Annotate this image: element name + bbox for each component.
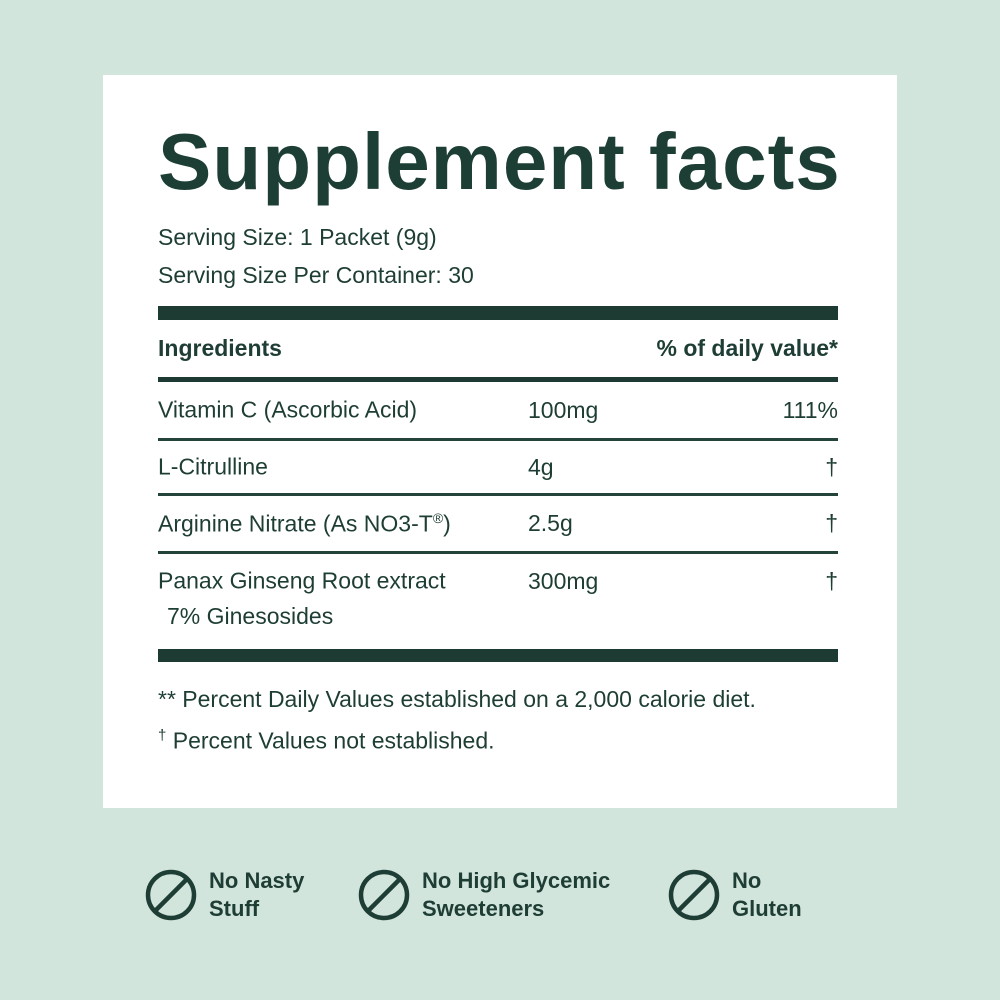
footnote-daily-values: ** Percent Daily Values established on a… [158,684,838,714]
ingredient-name-end: ) [443,510,451,537]
ingredient-name-text: L-Citrulline [158,453,268,480]
ingredients-header-label: Ingredients [158,335,282,361]
badge-label: No Gluten [732,867,802,923]
ingredient-amount: 100mg [528,396,599,423]
ingredient-amount: 300mg [528,567,599,594]
ingredient-row-l-citrulline: L-Citrulline 4g † [158,441,838,496]
ingredient-name: Vitamin C (Ascorbic Acid) [158,396,528,424]
badges-row: No Nasty Stuff No High Glycemic Sweetene… [0,867,1000,947]
ingredient-name-text: Panax Ginseng Root extract [158,567,446,594]
badge-label-line1: No [732,868,762,893]
ingredient-row-arginine-nitrate: Arginine Nitrate (As NO3-T®) 2.5g † [158,496,838,554]
no-circle-slash-icon [358,869,410,921]
thick-divider-bottom [158,649,838,662]
ingredient-daily-value: † [825,510,838,536]
ingredient-name: Arginine Nitrate (As NO3-T®) [158,510,528,538]
ingredient-name-text: Arginine Nitrate (As NO3-T [158,510,433,537]
supplement-card: Supplement facts Serving Size: 1 Packet … [103,75,897,808]
ingredient-amount: 4g [528,453,554,480]
badge-no-gluten: No Gluten [668,867,802,923]
no-circle-slash-icon [668,869,720,921]
ingredient-row-panax-ginseng: Panax Ginseng Root extract 300mg † 7% Gi… [158,554,838,649]
ingredient-row-vitamin-c: Vitamin C (Ascorbic Acid) 100mg 111% [158,382,838,441]
ingredient-amount: 2.5g [528,510,573,536]
daily-value-header-label: % of daily value* [656,335,838,361]
badge-label-line2: Gluten [732,896,802,921]
table-header-row: Ingredients % of daily value* [158,320,838,382]
serving-size-line: Serving Size: 1 Packet (9g) [158,224,437,250]
badge-label: No Nasty Stuff [209,867,304,923]
ingredient-name: L-Citrulline [158,453,528,481]
badge-no-nasty-stuff: No Nasty Stuff [145,867,304,923]
footnote-marker: ** [158,686,176,712]
ingredient-subname: 7% Ginesosides [167,603,334,629]
badge-label-line2: Stuff [209,896,260,921]
ingredient-name-text: Vitamin C (Ascorbic Acid) [158,396,418,423]
ingredient-daily-value: † [825,567,838,594]
thick-divider-top [158,306,838,320]
badge-label: No High Glycemic Sweeteners [422,867,610,923]
footnote-not-established: † Percent Values not established. [158,721,838,756]
ingredient-daily-value: 111% [782,396,838,423]
ingredient-name: Panax Ginseng Root extract [158,567,528,595]
footnote-text: Percent Values not established. [172,727,495,754]
page-title: Supplement facts [158,117,841,206]
ingredient-row-main-line: Panax Ginseng Root extract 300mg † [158,566,838,596]
no-circle-slash-icon [145,869,197,921]
footnote-marker: † [158,727,167,744]
servings-per-container-line: Serving Size Per Container: 30 [158,262,474,288]
registered-trademark-symbol: ® [432,509,444,526]
badge-label-line1: No Nasty [209,868,305,893]
ingredient-daily-value: † [825,453,838,480]
footnote-text: Percent Daily Values established on a 2,… [182,686,756,712]
badge-label-line1: No High Glycemic [422,868,611,893]
badge-label-line2: Sweeteners [422,896,545,921]
badge-no-high-glycemic-sweeteners: No High Glycemic Sweeteners [358,867,610,923]
